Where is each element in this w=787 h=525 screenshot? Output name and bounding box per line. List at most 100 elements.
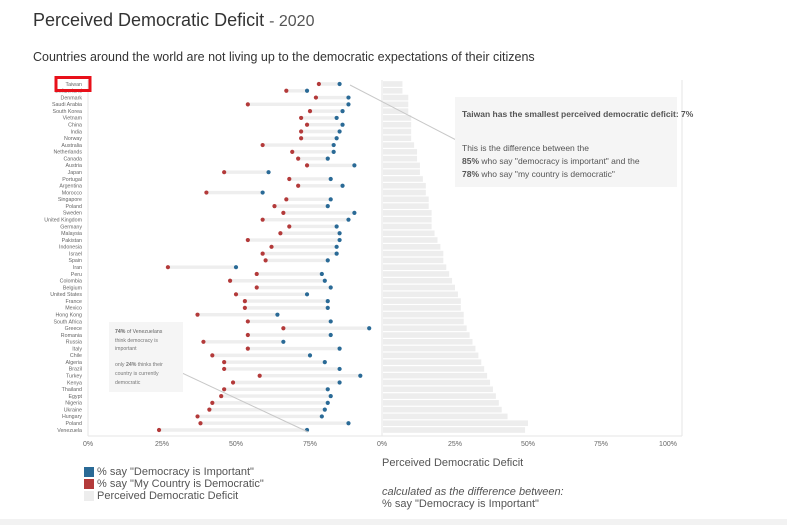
deficit-bar bbox=[383, 325, 467, 332]
point-democratic bbox=[245, 346, 250, 351]
deficit-bar bbox=[383, 230, 435, 237]
legend-swatch-democratic bbox=[84, 479, 94, 489]
category-label: Italy bbox=[72, 346, 82, 352]
category-label: Australia bbox=[61, 143, 82, 149]
dumbbell-chart bbox=[156, 81, 372, 433]
point-democratic bbox=[201, 339, 206, 344]
venezuela-annotation-line4: only 24% thinks their bbox=[115, 362, 163, 368]
point-democratic bbox=[227, 278, 233, 283]
category-label: Venezuela bbox=[57, 428, 82, 434]
legend-item-important: % say "Democracy is Important" bbox=[84, 466, 264, 478]
point-important bbox=[328, 332, 333, 338]
legend-label-deficit: Perceived Democratic Deficit bbox=[97, 490, 239, 502]
deficit-bar bbox=[383, 257, 444, 264]
category-label: United Kingdom bbox=[44, 217, 82, 223]
point-democratic bbox=[210, 353, 215, 358]
point-democratic bbox=[222, 170, 227, 175]
point-democratic bbox=[195, 414, 200, 419]
category-label: Austria bbox=[66, 163, 83, 169]
point-democratic bbox=[290, 149, 295, 154]
category-label: Thailand bbox=[62, 387, 82, 393]
deficit-x-tick: 75% bbox=[594, 441, 608, 448]
point-democratic bbox=[316, 81, 321, 87]
point-democratic bbox=[242, 305, 247, 310]
point-important bbox=[275, 312, 280, 317]
venezuela-annotation-line2: think democracy is bbox=[115, 338, 158, 344]
point-democratic bbox=[230, 380, 236, 385]
category-label: Spain bbox=[68, 258, 82, 264]
point-democratic bbox=[284, 88, 289, 93]
deficit-bar bbox=[383, 115, 412, 121]
point-important bbox=[340, 109, 345, 114]
point-important bbox=[334, 136, 339, 141]
deficit-bar bbox=[383, 345, 476, 352]
point-important bbox=[337, 366, 342, 372]
deficit-bar bbox=[383, 277, 453, 284]
venezuela-annotation-box bbox=[109, 322, 183, 392]
category-label: Canada bbox=[63, 156, 82, 162]
point-democratic bbox=[307, 109, 313, 114]
category-label: Chile bbox=[70, 353, 82, 359]
deficit-bar bbox=[383, 223, 432, 230]
deficit-bar bbox=[383, 237, 438, 243]
chart-subtitle: Countries around the world are not livin… bbox=[33, 50, 535, 64]
deficit-bar bbox=[383, 87, 403, 94]
point-democratic bbox=[257, 373, 262, 378]
dumbbell-x-tick: 50% bbox=[229, 441, 243, 448]
chart-title: Perceived Democratic Deficit - 2020 bbox=[33, 10, 314, 31]
venezuela-annotation-line3: important bbox=[115, 346, 137, 352]
point-democratic bbox=[287, 176, 292, 182]
category-label: Hungary bbox=[62, 414, 82, 420]
category-label: Russia bbox=[66, 340, 82, 346]
legend-swatch-important bbox=[84, 467, 94, 477]
deficit-bar bbox=[383, 203, 429, 209]
deficit-bar bbox=[383, 244, 441, 250]
category-label: United States bbox=[50, 292, 82, 298]
category-label: Denmark bbox=[61, 95, 83, 101]
category-label: Algeria bbox=[66, 360, 83, 366]
category-label: Portugal bbox=[62, 177, 82, 183]
category-label: Germany bbox=[60, 224, 82, 230]
deficit-bar bbox=[383, 420, 528, 427]
category-label: South Africa bbox=[53, 319, 82, 325]
point-important bbox=[322, 360, 327, 365]
point-important bbox=[346, 421, 351, 426]
point-important bbox=[352, 163, 357, 168]
point-important bbox=[281, 339, 286, 344]
deficit-bar bbox=[383, 108, 409, 114]
point-important bbox=[325, 258, 330, 263]
taiwan-annotation-box bbox=[455, 97, 677, 187]
point-democratic bbox=[254, 271, 259, 277]
bottom-scrollbar[interactable] bbox=[0, 519, 787, 525]
deficit-bar bbox=[383, 94, 409, 101]
dumbbell-x-tick: 75% bbox=[303, 441, 317, 448]
point-important bbox=[322, 278, 327, 283]
point-important bbox=[337, 237, 342, 243]
point-important bbox=[337, 129, 342, 134]
point-democratic bbox=[260, 251, 265, 256]
taiwan-annotation-line3-rest: who say "my country is democratic" bbox=[479, 169, 615, 179]
deficit-bar bbox=[383, 305, 461, 311]
point-important bbox=[307, 353, 313, 358]
deficit-bar bbox=[383, 379, 491, 386]
deficit-bar bbox=[383, 149, 418, 155]
point-democratic bbox=[287, 224, 292, 229]
deficit-bar bbox=[383, 352, 479, 359]
category-label: Ukraine bbox=[64, 407, 82, 413]
venezuela-annotation-line1: 74% of Venezuelans bbox=[115, 329, 163, 335]
deficit-bar bbox=[383, 318, 464, 325]
category-label: Netherlands bbox=[53, 150, 82, 156]
category-label: Turkey bbox=[66, 374, 82, 380]
point-democratic bbox=[245, 102, 250, 107]
point-democratic bbox=[296, 156, 301, 161]
category-label: Colombia bbox=[60, 279, 82, 285]
deficit-bar bbox=[383, 291, 458, 298]
point-important bbox=[233, 265, 239, 270]
point-important bbox=[328, 393, 333, 399]
deficit-bar bbox=[383, 311, 464, 318]
category-label: Peru bbox=[71, 272, 82, 278]
point-democratic bbox=[278, 231, 283, 236]
deficit-x-tick: 50% bbox=[521, 441, 535, 448]
category-label: Hong Kong bbox=[55, 312, 82, 318]
